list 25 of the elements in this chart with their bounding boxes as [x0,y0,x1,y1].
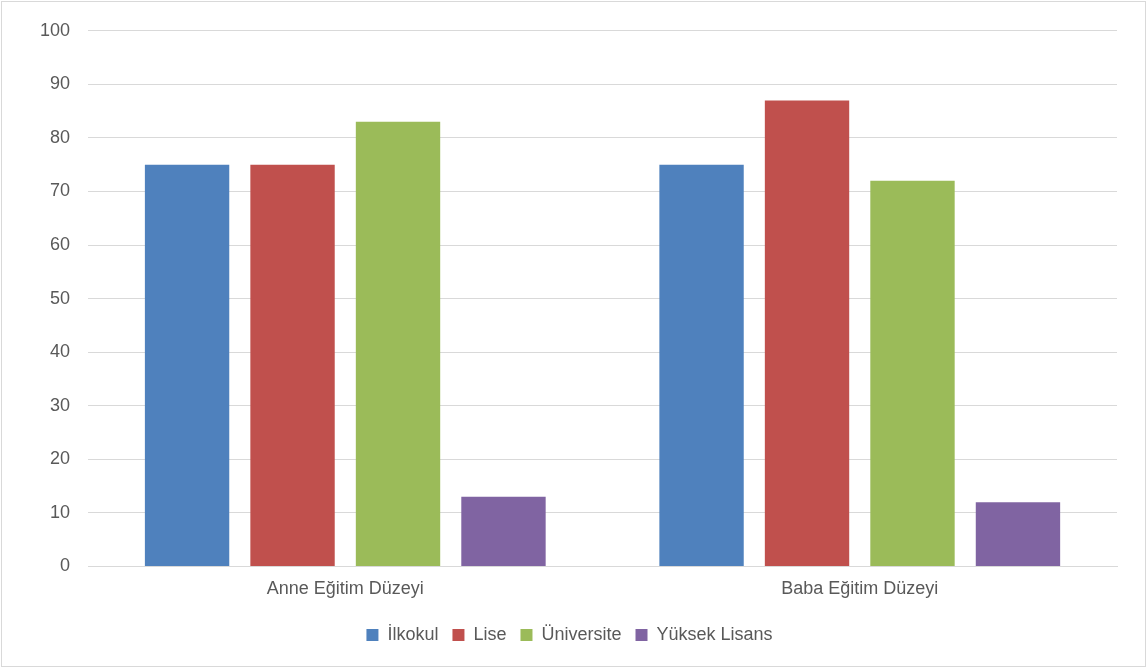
legend-label: İlkokul [387,623,439,644]
legend-label: Lise [473,623,507,644]
legend-label: Üniversite [541,623,622,644]
y-tick-label: 60 [50,234,71,255]
bar [659,164,744,566]
y-tick-label: 90 [50,73,71,94]
y-tick-label: 20 [50,448,71,469]
bar [461,496,546,566]
y-tick-label: 30 [50,394,71,415]
y-tick-label: 0 [60,555,71,576]
x-tick-label: Anne Eğitim Düzeyi [266,578,424,599]
legend-label: Yüksek Lisans [656,623,773,644]
bar [975,502,1061,566]
bar [764,100,850,566]
y-tick-label: 80 [50,126,71,147]
bar [355,121,441,566]
y-tick-label: 100 [39,19,71,40]
bar [144,164,230,566]
bar [250,164,335,566]
y-tick-label: 50 [50,287,71,308]
y-tick-label: 10 [50,501,71,522]
x-tick-label: Baba Eğitim Düzeyi [781,578,939,599]
y-tick-label: 70 [50,180,71,201]
y-tick-label: 40 [50,341,71,362]
bar [870,180,955,566]
